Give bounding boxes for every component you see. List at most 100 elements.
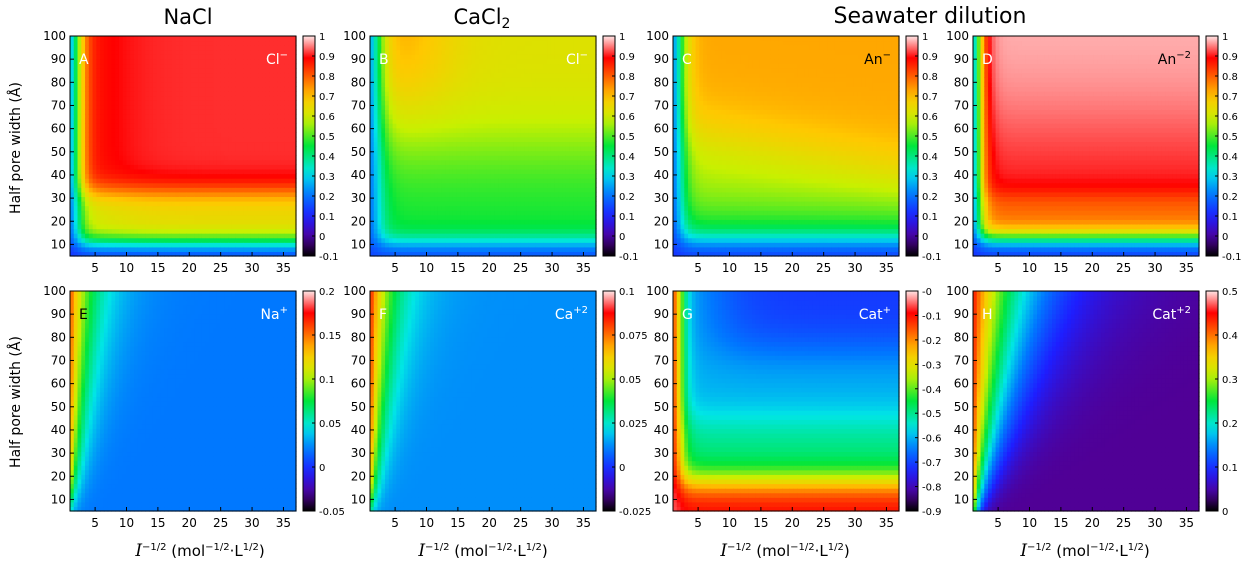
heatmap-cell xyxy=(186,214,192,220)
heatmap-cell xyxy=(407,182,413,188)
heatmap-cell xyxy=(464,150,469,156)
heatmap-cell xyxy=(122,132,128,138)
heatmap-cell xyxy=(277,242,282,248)
heatmap-cell xyxy=(235,136,241,143)
heatmap-cell xyxy=(213,228,218,234)
heatmap-cell xyxy=(141,210,146,216)
heatmap-cell xyxy=(464,109,469,115)
heatmap-cell xyxy=(520,219,526,225)
heatmap-cell xyxy=(118,54,124,60)
heatmap-cell xyxy=(498,214,503,220)
heatmap-cell xyxy=(479,182,484,188)
heatmap-cell xyxy=(262,118,267,124)
heatmap-cell xyxy=(516,233,522,239)
heatmap-cell xyxy=(85,159,90,165)
heatmap-cell xyxy=(445,104,450,110)
heatmap-cell xyxy=(216,182,222,188)
heatmap-cell xyxy=(122,251,128,257)
heatmap-cell xyxy=(426,86,431,92)
heatmap-cell xyxy=(418,86,424,92)
heatmap-cell xyxy=(258,196,263,202)
heatmap-cell xyxy=(243,210,248,216)
heatmap-cell xyxy=(396,40,401,46)
heatmap-cell xyxy=(107,132,113,138)
heatmap-cell xyxy=(156,242,161,248)
heatmap-cell xyxy=(498,123,503,129)
heatmap-cell xyxy=(111,72,116,78)
heatmap-cell xyxy=(505,54,510,60)
heatmap-cell xyxy=(164,36,169,42)
heatmap-cell xyxy=(235,100,241,106)
heatmap-cell xyxy=(224,58,229,65)
heatmap-cell xyxy=(513,58,518,65)
heatmap-cell xyxy=(224,72,229,78)
y-tick-label: 90 xyxy=(51,52,66,66)
heatmap-cell xyxy=(377,127,382,133)
heatmap-cell xyxy=(209,95,214,101)
heatmap-cell xyxy=(198,196,203,202)
heatmap-cell xyxy=(467,91,473,97)
heatmap-cell xyxy=(186,178,192,184)
heatmap-cell xyxy=(186,205,192,211)
heatmap-cell xyxy=(141,49,146,55)
heatmap-cell xyxy=(231,146,237,152)
heatmap-cell xyxy=(262,233,267,239)
heatmap-cell xyxy=(111,45,116,51)
heatmap-cell xyxy=(213,58,218,65)
heatmap-cell xyxy=(243,136,248,143)
heatmap-cell xyxy=(92,63,97,69)
heatmap-cell xyxy=(70,100,75,106)
heatmap-cell xyxy=(449,95,454,101)
heatmap-cell xyxy=(216,150,222,156)
heatmap-cell xyxy=(524,132,529,138)
heatmap-cell xyxy=(213,155,218,161)
heatmap-cell xyxy=(288,210,293,216)
heatmap-cell xyxy=(396,187,401,193)
heatmap-cell xyxy=(265,36,271,42)
heatmap-cell xyxy=(235,104,241,110)
heatmap-cell xyxy=(452,72,458,78)
heatmap-cell xyxy=(396,223,401,230)
heatmap-cell xyxy=(152,228,158,234)
heatmap-cell xyxy=(160,223,165,230)
heatmap-cell xyxy=(171,233,177,239)
heatmap-cell xyxy=(452,246,458,253)
heatmap-cell xyxy=(126,205,131,211)
heatmap-cell xyxy=(411,36,416,42)
heatmap-cell xyxy=(452,178,458,184)
heatmap-cell xyxy=(220,86,226,92)
heatmap-cell xyxy=(224,91,229,97)
heatmap-cell xyxy=(422,91,428,97)
heatmap-cell xyxy=(284,132,290,138)
heatmap-cell xyxy=(88,81,94,88)
heatmap-cell xyxy=(494,228,499,234)
heatmap-cell xyxy=(231,104,237,110)
heatmap-cell xyxy=(377,63,382,69)
heatmap-cell xyxy=(201,214,207,220)
heatmap-cell xyxy=(460,205,465,211)
heatmap-cell xyxy=(126,237,131,243)
heatmap-cell xyxy=(118,36,124,42)
heatmap-cell xyxy=(70,63,75,69)
heatmap-cell xyxy=(254,49,259,55)
heatmap-cell xyxy=(505,223,510,230)
heatmap-cell xyxy=(175,251,180,257)
heatmap-cell xyxy=(92,150,97,156)
heatmap-cell xyxy=(149,36,154,42)
heatmap-cell xyxy=(122,155,128,161)
heatmap-cell xyxy=(107,210,113,216)
heatmap-cell xyxy=(513,141,518,147)
heatmap-cell xyxy=(254,132,259,138)
heatmap-cell xyxy=(377,86,382,92)
heatmap-cell xyxy=(243,132,248,138)
heatmap-cell xyxy=(96,36,101,42)
heatmap-cell xyxy=(194,251,199,257)
heatmap-cell xyxy=(452,187,458,193)
heatmap-cell xyxy=(179,173,184,179)
heatmap-cell xyxy=(437,219,443,225)
heatmap-cell xyxy=(254,219,259,225)
heatmap-cell xyxy=(239,77,244,83)
heatmap-cell xyxy=(231,54,237,60)
heatmap-cell xyxy=(228,237,233,243)
heatmap-cell xyxy=(81,164,86,170)
